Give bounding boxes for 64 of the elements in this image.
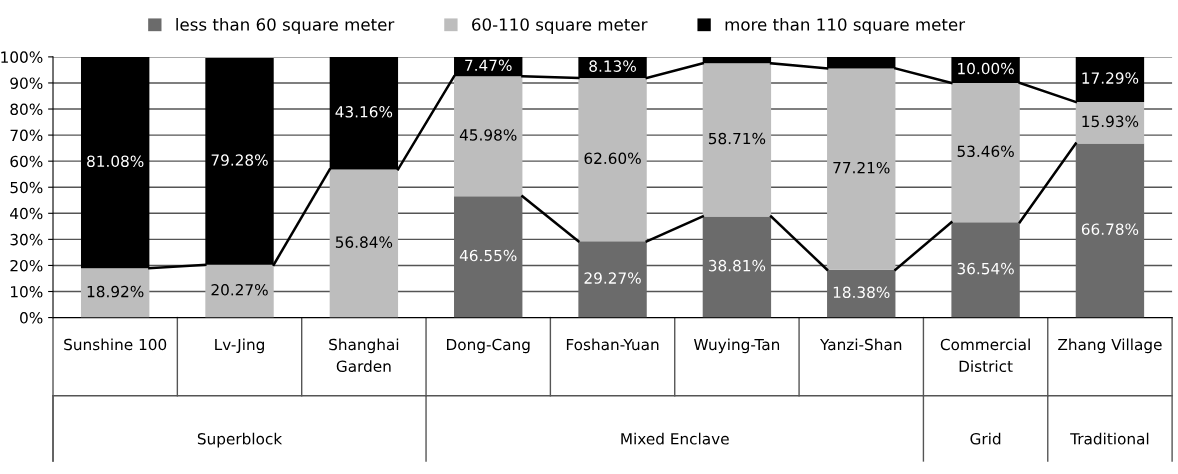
bar [578, 78, 647, 242]
data-label: 77.21% [833, 161, 890, 174]
bar [329, 169, 399, 318]
legend-label: 60-110 square meter [472, 18, 648, 35]
x-tick-label: Foshan-Yuan [566, 338, 659, 351]
bar [454, 76, 523, 197]
data-label: 62.60% [584, 152, 641, 165]
data-label: 66.78% [1081, 223, 1139, 235]
data-label: 43.16% [335, 106, 393, 118]
y-tick-label: 50% [10, 181, 43, 194]
data-label: 18.38% [833, 286, 890, 299]
bar [702, 63, 772, 217]
bar [205, 264, 274, 318]
data-label: 20.27% [211, 284, 268, 296]
y-tick-label: 10% [11, 285, 43, 298]
data-label: 8.13% [589, 60, 636, 72]
bar [1075, 143, 1145, 318]
data-label: 17.29% [1082, 72, 1139, 84]
data-label: 53.46% [957, 145, 1014, 158]
y-tick-label: 60% [10, 155, 43, 168]
data-label: 81.08% [87, 155, 144, 167]
y-tick-label: 30% [10, 233, 43, 246]
text: Superblock [197, 432, 283, 448]
y-tick-label: 0% [20, 312, 43, 324]
x-tick-label: Yanzi-Shan [819, 338, 902, 351]
y-tick-label: 20% [10, 259, 43, 272]
x-tick-label: Commercial District [940, 338, 1030, 373]
bar [702, 216, 772, 318]
text: Mixed Enclave [621, 432, 729, 445]
data-label: 38.81% [708, 259, 766, 272]
data-label: 79.28% [211, 154, 268, 166]
x-tick-label: Dong-Cang [447, 338, 530, 354]
y-tick-label: 80% [10, 103, 43, 116]
data-label: 56.84% [335, 236, 393, 248]
text: Grid [970, 432, 1001, 445]
bar [454, 196, 523, 318]
bar [827, 269, 896, 318]
x-tick-label: Zhang Village [1058, 338, 1162, 354]
data-label: 45.98% [459, 129, 517, 141]
bar [578, 241, 647, 318]
data-label: 7.47% [465, 59, 512, 72]
data-label: 18.92% [87, 285, 144, 298]
legend-label: less than 60 square meter [176, 17, 395, 35]
bar [951, 222, 1020, 318]
data-label: 46.55% [459, 249, 517, 262]
bar [827, 68, 896, 270]
x-tick-label: Shanghai Garden [329, 338, 399, 373]
y-tick-label: 40% [10, 207, 43, 220]
x-tick-label: Wuying-Tan [693, 338, 780, 354]
bar [951, 82, 1020, 223]
text: Traditional [1070, 432, 1149, 445]
data-label: 29.27% [584, 272, 641, 284]
data-label: 36.54% [957, 262, 1014, 275]
x-tick-label: Lv-Jing [215, 338, 264, 354]
data-label: 10.00% [958, 62, 1014, 75]
y-tick-label: 70% [10, 129, 43, 142]
x-tick-label: Sunshine 100 [64, 338, 167, 351]
y-tick-label: 90% [10, 77, 43, 89]
bar [1075, 101, 1145, 144]
legend-label: more than 110 square meter [725, 17, 966, 35]
data-label: 15.93% [1082, 115, 1139, 128]
data-label: 58.71% [708, 132, 766, 145]
y-tick-label: 100% [1, 51, 43, 63]
bar [80, 268, 150, 318]
